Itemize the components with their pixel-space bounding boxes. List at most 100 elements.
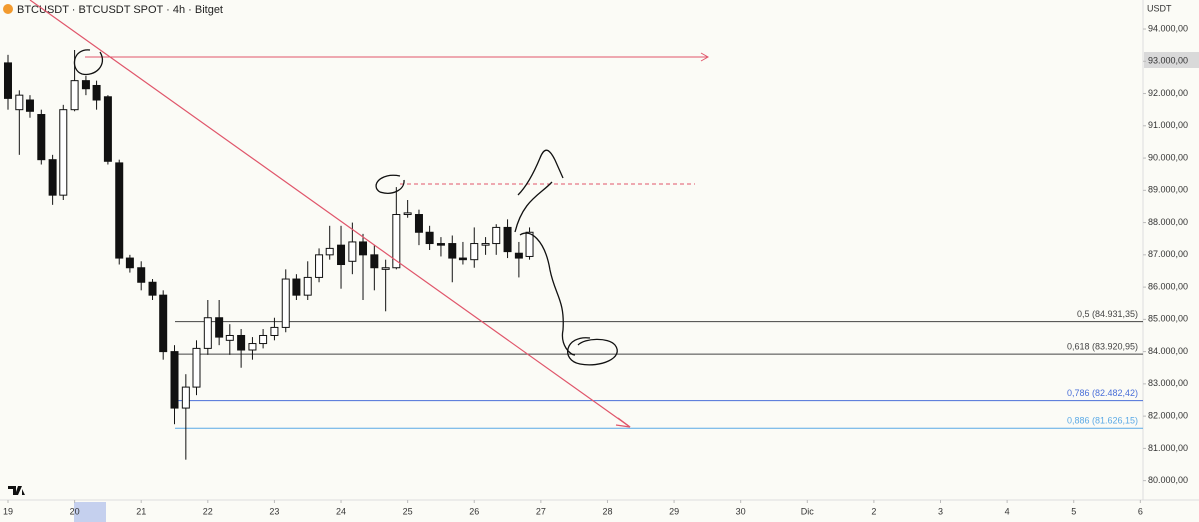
x-tick-label: 25: [403, 506, 413, 516]
candle-body: [181, 386, 190, 409]
arrow-head: [615, 417, 631, 428]
candle-body: [137, 267, 146, 283]
candle-body: [59, 109, 68, 196]
y-tick-label: 94.000,00: [1148, 23, 1188, 33]
candle-body: [103, 96, 112, 162]
candle-body: [403, 212, 412, 216]
x-tick-label: 3: [938, 506, 943, 516]
candle-body: [481, 243, 490, 246]
hand-circle: [567, 337, 618, 366]
y-tick-label: 91.000,00: [1148, 120, 1188, 130]
x-tick-label: 21: [136, 506, 146, 516]
price-highlight: [1144, 52, 1199, 68]
candle-body: [192, 347, 201, 388]
candle-body: [92, 84, 101, 101]
hand-circle: [73, 49, 104, 76]
y-tick-label: 93.000,00: [1148, 56, 1188, 66]
y-tick-label: 85.000,00: [1148, 314, 1188, 324]
candle-body: [458, 257, 467, 261]
candle-body: [392, 214, 401, 269]
candle-body: [215, 317, 224, 338]
candle-body: [115, 162, 124, 259]
candle-body: [492, 226, 501, 245]
date-highlight: [74, 502, 106, 522]
logo: [8, 486, 25, 495]
candle-body: [303, 276, 312, 296]
hand-path: [517, 149, 564, 196]
y-tick-label: 86.000,00: [1148, 281, 1188, 291]
coin-icon: [3, 4, 13, 14]
candle-body: [248, 343, 257, 351]
candle-body: [292, 278, 301, 296]
x-tick-label: 29: [669, 506, 679, 516]
candle-body: [203, 317, 212, 349]
candle-body: [448, 243, 457, 259]
arrow-head: [700, 52, 710, 62]
x-tick-label: 22: [203, 506, 213, 516]
x-tick-label: 24: [336, 506, 346, 516]
y-tick-label: 90.000,00: [1148, 152, 1188, 162]
candle-body: [259, 334, 268, 345]
y-tick-label: 82.000,00: [1148, 411, 1188, 421]
candle-body: [81, 80, 90, 90]
candle-body: [514, 252, 523, 259]
candle-body: [337, 244, 346, 266]
x-tick-label: 28: [602, 506, 612, 516]
y-tick-label: 89.000,00: [1148, 185, 1188, 195]
candle-body: [125, 257, 134, 269]
x-tick-label: 5: [1071, 506, 1076, 516]
candle-body: [414, 214, 423, 233]
candle-body: [25, 99, 34, 112]
x-tick-label: 27: [536, 506, 546, 516]
y-tick-label: 84.000,00: [1148, 346, 1188, 356]
hand-circle: [375, 174, 405, 194]
candle-body: [148, 281, 157, 296]
candle-body: [348, 241, 357, 262]
drawings: [8, 0, 710, 495]
x-tick-label: 30: [736, 506, 746, 516]
fib-label: 0,618 (83.920,95): [1067, 342, 1138, 352]
candle-body: [70, 80, 79, 111]
candle-body: [525, 231, 534, 257]
candle-body: [436, 243, 445, 246]
hand-path: [514, 181, 553, 233]
fib-label: 0,886 (81.626,15): [1067, 416, 1138, 426]
candle-body: [225, 334, 234, 341]
x-tick-label: 20: [70, 506, 80, 516]
candle-body: [37, 114, 46, 161]
fib-label: 0,5 (84.931,35): [1077, 309, 1138, 319]
chart-title: BTCUSDT · BTCUSDT SPOT · 4h · Bitget: [17, 4, 223, 16]
candle-body: [315, 254, 324, 278]
candle-body: [381, 267, 390, 270]
y-tick-label: 81.000,00: [1148, 443, 1188, 453]
candle-body: [503, 226, 512, 253]
y-tick-label: 80.000,00: [1148, 475, 1188, 485]
candle-body: [281, 278, 290, 328]
candle-body: [359, 241, 368, 256]
y-tick-label: 87.000,00: [1148, 249, 1188, 259]
candle-body: [325, 247, 334, 256]
y-tick-label: 92.000,00: [1148, 88, 1188, 98]
candle-body: [3, 62, 12, 99]
fib-label: 0,786 (82.482,42): [1067, 388, 1138, 398]
candle-body: [370, 254, 379, 269]
candle-body: [170, 351, 179, 409]
candle-body: [48, 159, 57, 196]
candle-body: [270, 326, 279, 336]
axis-unit: USDT: [1147, 3, 1172, 13]
x-tick-label: 26: [469, 506, 479, 516]
candle-body: [237, 334, 246, 351]
x-tick-label: 2: [871, 506, 876, 516]
candle-body: [425, 231, 434, 245]
x-tick-label: 4: [1005, 506, 1010, 516]
y-tick-label: 88.000,00: [1148, 217, 1188, 227]
candle-body: [159, 294, 168, 353]
x-tick-label: 23: [269, 506, 279, 516]
x-tick-label: 6: [1138, 506, 1143, 516]
candle-body: [470, 243, 479, 261]
x-tick-label: 19: [3, 506, 13, 516]
y-tick-label: 83.000,00: [1148, 378, 1188, 388]
x-tick-label: Dic: [801, 506, 814, 516]
